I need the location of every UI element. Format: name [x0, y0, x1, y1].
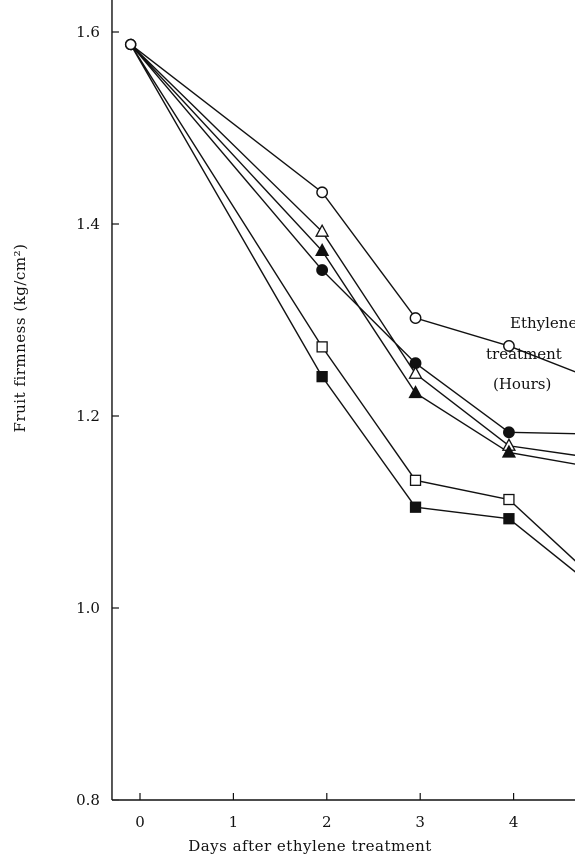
series-line-6	[130, 44, 575, 465]
point-30-1	[316, 370, 328, 383]
series-markers	[124, 38, 517, 525]
x-tick-label: 3	[415, 813, 425, 831]
y-tick-label: 1.2	[76, 407, 100, 425]
point-18-1	[316, 341, 328, 353]
point-30-3	[503, 513, 515, 525]
point-18-2	[409, 474, 422, 486]
legend-title-line-2: treatment	[486, 345, 562, 363]
point-0-3	[503, 340, 515, 352]
axes	[111, 0, 575, 801]
y-axis-title: Fruit firmness (kg/cm²)	[11, 244, 29, 433]
series-lines	[130, 43, 575, 573]
point-1-1	[316, 264, 329, 276]
y-tick-label: 1.6	[76, 23, 100, 41]
series-line-0	[130, 43, 575, 373]
series-line-30	[130, 44, 575, 573]
point-30-0	[124, 38, 137, 51]
x-axis-title: Days after ethylene treatment	[188, 837, 432, 855]
point-6-1	[315, 243, 330, 257]
point-0-2	[409, 312, 422, 324]
point-3-1	[315, 223, 330, 237]
point-0-1	[316, 186, 329, 199]
series-line-3	[130, 43, 575, 456]
point-18-3	[503, 493, 515, 506]
point-30-2	[409, 501, 422, 513]
x-tick-label: 4	[509, 813, 519, 831]
y-tick-label: 1.0	[76, 599, 100, 617]
point-3-2	[408, 365, 423, 379]
x-ticks: 012345	[135, 793, 519, 831]
legend-title: Ethylene treatment (Hours)	[486, 314, 575, 393]
y-ticks: 0.8 1.0 1.2 1.4 1.6	[76, 23, 119, 809]
y-tick-label: 1.4	[76, 215, 100, 233]
x-tick-label: 0	[135, 813, 145, 831]
y-tick-label: 0.8	[76, 791, 100, 809]
legend-title-line-3: (Hours)	[493, 375, 551, 393]
point-6-2	[408, 385, 423, 399]
x-tick-label: 2	[322, 813, 332, 831]
point-1-3	[503, 426, 515, 439]
point-6-3	[501, 444, 517, 458]
x-tick-label: 1	[229, 813, 239, 831]
legend-title-line-1: Ethylene	[510, 314, 575, 332]
